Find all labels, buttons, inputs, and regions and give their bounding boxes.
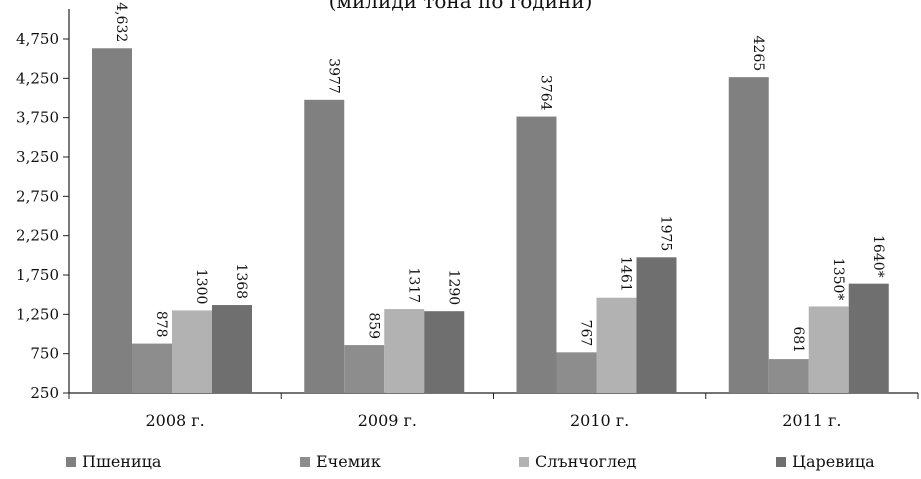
bar-1-1 (92, 48, 132, 394)
data-label: 1290 (445, 270, 461, 306)
data-label: 1350* (830, 258, 846, 301)
bar-2-1 (132, 343, 172, 393)
data-label: 1975 (658, 216, 674, 252)
bar-2-2 (344, 345, 385, 393)
data-label: 1317 (405, 267, 421, 303)
data-label: 767 (578, 320, 594, 347)
bar-2-3 (556, 352, 597, 393)
legend-item: Слънчоглед (519, 452, 636, 471)
bar-3-4 (808, 306, 849, 393)
data-label: 681 (790, 326, 806, 353)
x-tick-label: 2010 г. (570, 411, 629, 430)
legend-swatch (776, 456, 786, 467)
legend-label: Пшеница (82, 452, 162, 471)
data-label: 4265 (750, 36, 766, 72)
legend-item: Царевица (776, 452, 875, 471)
legend-item: Ечемик (300, 452, 381, 471)
bar-1-4 (728, 77, 769, 394)
x-tick-label: 2011 г. (782, 411, 841, 430)
data-label: 1300 (193, 269, 209, 305)
chart-title: (милиди тона по години) (328, 0, 593, 13)
data-label: 1368 (233, 263, 249, 299)
bar-4-4 (848, 283, 889, 393)
bar-3-2 (384, 309, 425, 393)
x-tick-label: 2008 г. (145, 411, 204, 430)
y-tick-label: 4,750 (16, 30, 59, 48)
bar-3-1 (172, 310, 212, 393)
bar-4-2 (424, 311, 465, 393)
x-tick-label: 2009 г. (358, 411, 417, 430)
bar-1-2 (304, 99, 345, 394)
bar-3-3 (596, 297, 637, 393)
data-label: 4,632 (113, 2, 129, 42)
data-label: 3977 (325, 58, 341, 94)
legend-item: Пшеница (66, 452, 161, 471)
bar-4-1 (212, 305, 252, 393)
y-tick-label: 2,250 (16, 227, 59, 245)
legend: Пшеница Ечемик Слънчоглед Царевица (0, 452, 921, 476)
data-label: 1461 (618, 256, 634, 292)
bar-4-3 (636, 257, 677, 393)
bar-1-3 (516, 116, 557, 393)
bar-2-4 (768, 359, 809, 393)
y-tick-label: 4,250 (16, 69, 59, 87)
y-tick-label: 1,750 (16, 266, 59, 284)
y-tick-label: 3,250 (16, 148, 59, 166)
y-tick-label: 1,250 (16, 305, 59, 323)
data-label: 878 (153, 311, 169, 338)
y-tick-label: 2,750 (16, 187, 59, 205)
legend-swatch (519, 456, 529, 467)
legend-label: Слънчоглед (535, 452, 637, 471)
y-tick-label: 250 (30, 384, 59, 402)
legend-label: Ечемик (316, 452, 381, 471)
y-tick-label: 750 (30, 345, 59, 363)
data-label: 859 (365, 312, 381, 339)
data-label: 3764 (538, 75, 554, 111)
legend-swatch (300, 456, 310, 467)
y-tick-label: 3,750 (16, 109, 59, 127)
data-label: 1640* (870, 235, 886, 278)
legend-label: Царевица (792, 452, 875, 471)
legend-swatch (66, 456, 76, 467)
